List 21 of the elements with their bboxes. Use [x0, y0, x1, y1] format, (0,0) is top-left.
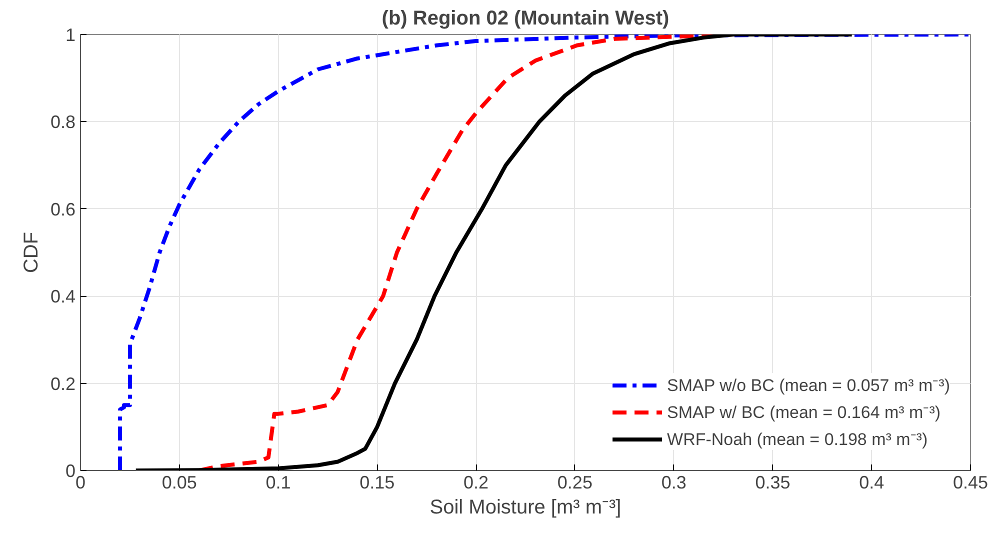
- chart-title: (b) Region 02 (Mountain West): [382, 8, 670, 30]
- legend-label: SMAP w/o BC (mean = 0.057 m³ m⁻³): [667, 375, 950, 396]
- x-tick-label: 0.3: [661, 472, 686, 492]
- y-tick-label: 0.4: [50, 286, 76, 307]
- y-tick-label: 0.2: [50, 374, 76, 394]
- x-tick-label: 0.25: [557, 472, 592, 492]
- x-axis-title: Soil Moisture [m³ m⁻³]: [430, 496, 622, 518]
- y-tick-label: 0.8: [50, 112, 76, 132]
- x-tick-label: 0.35: [755, 472, 790, 492]
- x-tick-label: 0.1: [266, 472, 291, 492]
- y-axis-title: CDF: [20, 232, 42, 274]
- legend-label: SMAP w/ BC (mean = 0.164 m³ m⁻³): [667, 402, 941, 423]
- x-tick-label: 0.05: [162, 472, 197, 492]
- y-tick-label: 0.6: [50, 199, 76, 220]
- y-tick-label: 1: [65, 25, 76, 45]
- x-tick-label: 0.15: [360, 472, 395, 492]
- x-tick-label: 0.4: [859, 472, 884, 492]
- line-series: [118, 34, 970, 470]
- x-tick-label: 0.2: [464, 472, 489, 492]
- x-tick-label: 0.45: [952, 472, 988, 492]
- legend-label: WRF-Noah (mean = 0.198 m³ m⁻³): [667, 429, 928, 450]
